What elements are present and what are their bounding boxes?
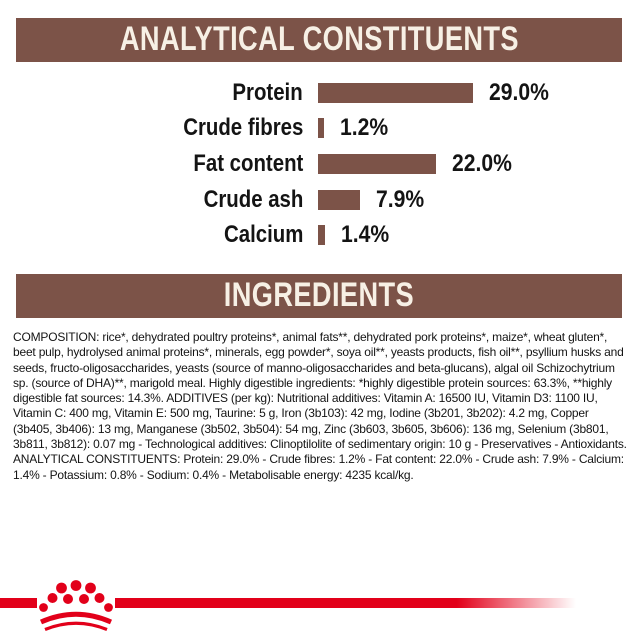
nutrient-value: 22.0%	[451, 150, 512, 178]
chart-row: Crude ash 7.9%	[0, 182, 640, 218]
analytical-constituents-header: ANALYTICAL CONSTITUENTS	[16, 18, 622, 62]
nutrient-bar	[318, 82, 473, 103]
nutrient-label: Protein	[232, 78, 303, 106]
nutrient-value: 1.4%	[341, 221, 390, 249]
nutrient-value: 7.9%	[376, 185, 425, 213]
nutrient-label: Crude fibres	[182, 114, 303, 142]
nutrient-bar	[318, 154, 436, 175]
nutrient-label: Crude ash	[203, 185, 303, 213]
chart-row: Calcium 1.4%	[0, 218, 640, 254]
ingredients-composition-text: COMPOSITION: rice*, dehydrated poultry p…	[13, 330, 627, 482]
ingredients-header: INGREDIENTS	[16, 274, 622, 318]
brand-stripe-right	[115, 598, 590, 608]
analytical-constituents-chart: Protein 29.0% Crude fibres 1.2% Fat cont…	[0, 75, 640, 253]
nutrient-value: 29.0%	[489, 78, 549, 106]
chart-row: Crude fibres 1.2%	[0, 111, 640, 147]
analytical-constituents-title: ANALYTICAL CONSTITUENTS	[119, 20, 519, 58]
nutrient-bar	[318, 189, 361, 210]
nutrient-bar	[318, 118, 325, 139]
brand-stripe-left	[0, 598, 37, 608]
nutrient-value: 1.2%	[340, 114, 389, 142]
nutrient-label: Calcium	[223, 221, 303, 249]
ingredients-title: INGREDIENTS	[223, 276, 415, 314]
chart-row: Fat content 22.0%	[0, 146, 640, 182]
chart-row: Protein 29.0%	[0, 75, 640, 111]
royal-canin-crown-icon	[39, 580, 113, 631]
nutrient-bar	[318, 225, 326, 246]
nutrient-label: Fat content	[193, 150, 303, 178]
